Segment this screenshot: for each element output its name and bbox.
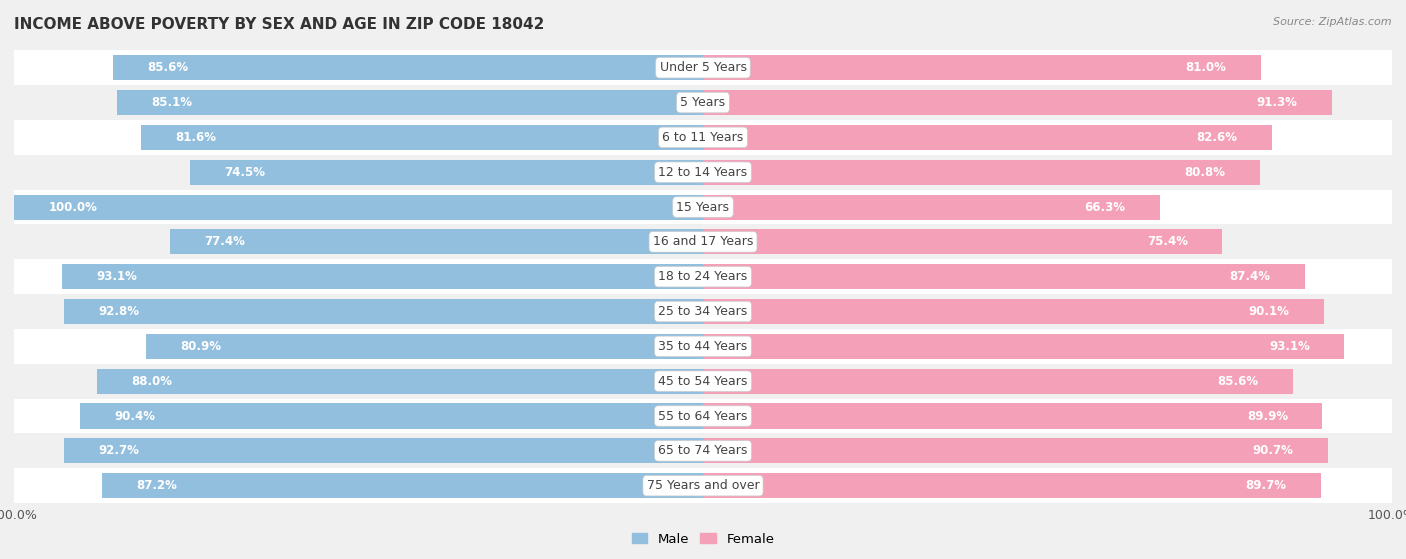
Text: 80.8%: 80.8% (1184, 165, 1225, 179)
Text: 91.3%: 91.3% (1257, 96, 1298, 109)
Text: 74.5%: 74.5% (224, 165, 266, 179)
Bar (14, 155, 1392, 190)
Bar (703, 195, 1160, 220)
Text: Source: ZipAtlas.com: Source: ZipAtlas.com (1274, 17, 1392, 27)
Bar (117, 90, 703, 115)
Text: 89.9%: 89.9% (1247, 410, 1288, 423)
Bar (14, 195, 703, 220)
Bar (703, 473, 1322, 498)
Text: 87.4%: 87.4% (1230, 270, 1271, 283)
Bar (14, 468, 1392, 503)
Text: 15 Years: 15 Years (676, 201, 730, 214)
Bar (703, 160, 1260, 185)
Bar (141, 125, 703, 150)
Bar (14, 259, 1392, 294)
Bar (703, 264, 1305, 289)
Bar (14, 50, 1392, 85)
Text: 65 to 74 Years: 65 to 74 Years (658, 444, 748, 457)
Text: 75.4%: 75.4% (1147, 235, 1188, 248)
Bar (14, 433, 1392, 468)
Text: 100.0%: 100.0% (48, 201, 97, 214)
Bar (114, 55, 703, 80)
Text: 18 to 24 Years: 18 to 24 Years (658, 270, 748, 283)
Legend: Male, Female: Male, Female (626, 527, 780, 551)
Text: 85.6%: 85.6% (1218, 375, 1258, 388)
Text: 81.6%: 81.6% (176, 131, 217, 144)
Text: 87.2%: 87.2% (136, 479, 177, 492)
Text: 81.0%: 81.0% (1185, 61, 1226, 74)
Bar (14, 85, 1392, 120)
Text: 5 Years: 5 Years (681, 96, 725, 109)
Text: 77.4%: 77.4% (204, 235, 245, 248)
Text: 90.1%: 90.1% (1249, 305, 1289, 318)
Bar (103, 473, 703, 498)
Text: 66.3%: 66.3% (1084, 201, 1125, 214)
Bar (14, 329, 1392, 364)
Bar (14, 190, 1392, 225)
Bar (62, 264, 703, 289)
Text: 55 to 64 Years: 55 to 64 Years (658, 410, 748, 423)
Text: 75 Years and over: 75 Years and over (647, 479, 759, 492)
Bar (703, 55, 1261, 80)
Bar (80, 404, 703, 429)
Text: 93.1%: 93.1% (1270, 340, 1310, 353)
Bar (703, 90, 1331, 115)
Bar (703, 299, 1323, 324)
Bar (63, 299, 703, 324)
Text: 6 to 11 Years: 6 to 11 Years (662, 131, 744, 144)
Bar (703, 229, 1222, 254)
Bar (703, 438, 1327, 463)
Text: 25 to 34 Years: 25 to 34 Years (658, 305, 748, 318)
Text: 85.6%: 85.6% (148, 61, 188, 74)
Bar (14, 225, 1392, 259)
Bar (14, 364, 1392, 399)
Text: 89.7%: 89.7% (1246, 479, 1286, 492)
Text: Under 5 Years: Under 5 Years (659, 61, 747, 74)
Bar (14, 399, 1392, 433)
Text: 45 to 54 Years: 45 to 54 Years (658, 375, 748, 388)
Text: 16 and 17 Years: 16 and 17 Years (652, 235, 754, 248)
Bar (14, 120, 1392, 155)
Bar (170, 229, 703, 254)
Bar (190, 160, 703, 185)
Text: 93.1%: 93.1% (96, 270, 136, 283)
Bar (703, 334, 1344, 359)
Bar (97, 368, 703, 394)
Text: INCOME ABOVE POVERTY BY SEX AND AGE IN ZIP CODE 18042: INCOME ABOVE POVERTY BY SEX AND AGE IN Z… (14, 17, 544, 32)
Bar (703, 404, 1323, 429)
Text: 88.0%: 88.0% (131, 375, 172, 388)
Bar (14, 294, 1392, 329)
Text: 85.1%: 85.1% (152, 96, 193, 109)
Text: 92.7%: 92.7% (98, 444, 139, 457)
Text: 80.9%: 80.9% (180, 340, 221, 353)
Text: 90.4%: 90.4% (115, 410, 156, 423)
Bar (146, 334, 703, 359)
Text: 35 to 44 Years: 35 to 44 Years (658, 340, 748, 353)
Bar (703, 125, 1272, 150)
Text: 92.8%: 92.8% (98, 305, 139, 318)
Text: 90.7%: 90.7% (1253, 444, 1294, 457)
Text: 12 to 14 Years: 12 to 14 Years (658, 165, 748, 179)
Bar (703, 368, 1292, 394)
Text: 82.6%: 82.6% (1197, 131, 1237, 144)
Bar (65, 438, 703, 463)
